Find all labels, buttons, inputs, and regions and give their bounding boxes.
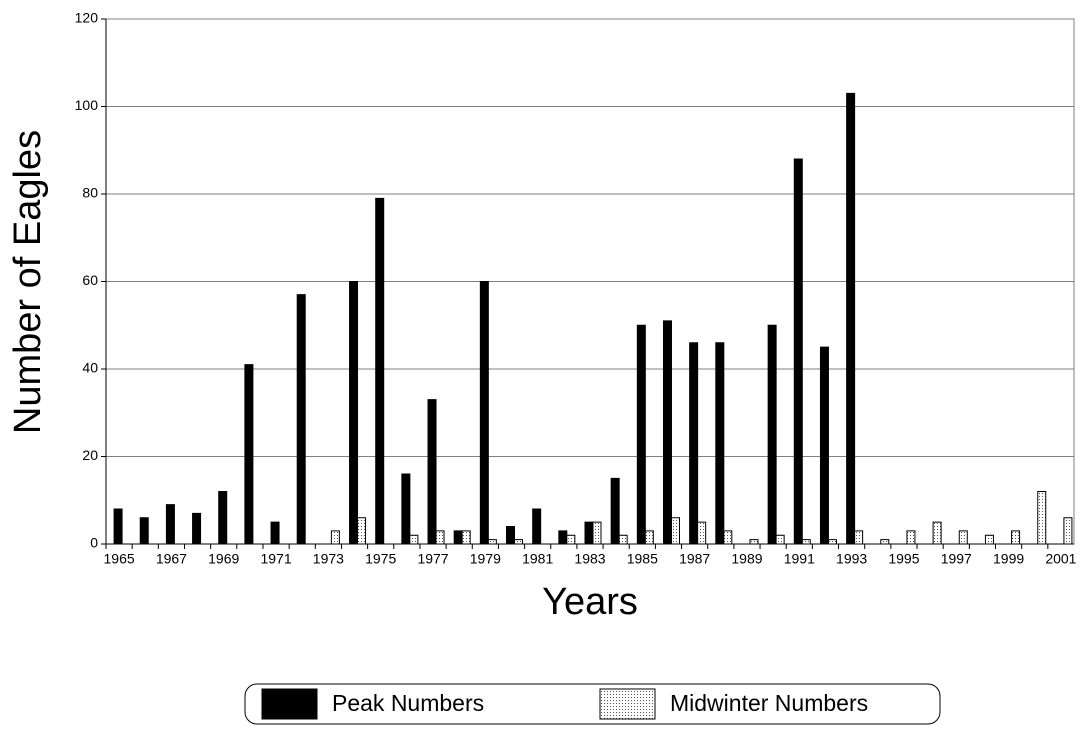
y-tick-label: 40: [82, 360, 98, 376]
x-axis-title: Years: [542, 581, 638, 623]
y-tick-label: 60: [82, 272, 98, 288]
legend-label: Midwinter Numbers: [670, 690, 868, 716]
bar: [479, 281, 489, 545]
bar: [330, 530, 340, 545]
bar: [854, 530, 864, 545]
bar: [636, 324, 646, 545]
y-tick-label: 0: [90, 535, 98, 551]
x-tick-label: 2001: [1045, 551, 1076, 567]
x-tick-label: 1995: [888, 551, 919, 567]
bar: [1037, 491, 1047, 545]
bar: [775, 534, 785, 545]
bar: [584, 521, 594, 545]
bar: [113, 508, 123, 545]
bar: [644, 530, 654, 545]
bar: [435, 530, 445, 545]
bar: [218, 491, 228, 545]
legend-swatch: [599, 688, 656, 720]
bar: [139, 517, 149, 545]
bar: [409, 534, 419, 545]
bar: [506, 526, 516, 545]
x-tick-label: 1987: [679, 551, 710, 567]
x-tick-label: 1997: [941, 551, 972, 567]
bar: [984, 534, 994, 545]
bar: [453, 530, 463, 545]
bar: [906, 530, 916, 545]
legend-box: [244, 683, 941, 725]
x-tick-label: 1999: [993, 551, 1024, 567]
x-tick-label: 1991: [784, 551, 815, 567]
bar: [566, 534, 576, 545]
bar: [427, 399, 437, 545]
bar: [1011, 530, 1021, 545]
x-tick-label: 1989: [731, 551, 762, 567]
x-tick-label: 1965: [104, 551, 135, 567]
bar: [723, 530, 733, 545]
bar: [592, 521, 602, 545]
y-tick-label: 20: [82, 447, 98, 463]
bar: [793, 158, 803, 545]
bar: [401, 473, 411, 545]
bar: [532, 508, 542, 545]
bar: [958, 530, 968, 545]
x-tick-label: 1975: [365, 551, 396, 567]
legend-swatch: [261, 688, 318, 720]
bar: [487, 539, 497, 545]
y-tick-label: 100: [75, 97, 99, 113]
bar: [819, 346, 829, 545]
bar: [349, 281, 359, 545]
bar: [357, 517, 367, 545]
bar: [270, 521, 280, 545]
bar: [244, 364, 254, 545]
x-tick-label: 1983: [574, 551, 605, 567]
bar: [1063, 517, 1073, 545]
bar: [846, 92, 856, 545]
x-tick-label: 1985: [627, 551, 658, 567]
y-tick-label: 80: [82, 185, 98, 201]
x-tick-label: 1967: [156, 551, 187, 567]
bar: [880, 539, 890, 545]
bar: [662, 320, 672, 545]
bar: [610, 477, 620, 545]
x-tick-label: 1981: [522, 551, 553, 567]
legend-label: Peak Numbers: [332, 690, 484, 716]
bar: [375, 197, 385, 545]
x-tick-label: 1977: [417, 551, 448, 567]
x-tick-label: 1969: [208, 551, 239, 567]
y-tick-label: 120: [75, 10, 99, 26]
bar: [296, 294, 306, 545]
bar: [461, 530, 471, 545]
bar: [689, 342, 699, 545]
bar: [670, 517, 680, 545]
bar: [514, 539, 524, 545]
bar: [558, 530, 568, 545]
x-tick-label: 1979: [470, 551, 501, 567]
bar: [192, 512, 202, 545]
bar: [801, 539, 811, 545]
bar: [697, 521, 707, 545]
bar: [749, 539, 759, 545]
x-tick-label: 1971: [260, 551, 291, 567]
x-tick-label: 1973: [313, 551, 344, 567]
bar: [165, 504, 175, 545]
bar: [715, 342, 725, 545]
bar: [827, 539, 837, 545]
bar: [932, 521, 942, 545]
bar: [618, 534, 628, 545]
y-axis-title: Number of Eagles: [7, 130, 49, 434]
bar: [767, 324, 777, 545]
x-tick-label: 1993: [836, 551, 867, 567]
